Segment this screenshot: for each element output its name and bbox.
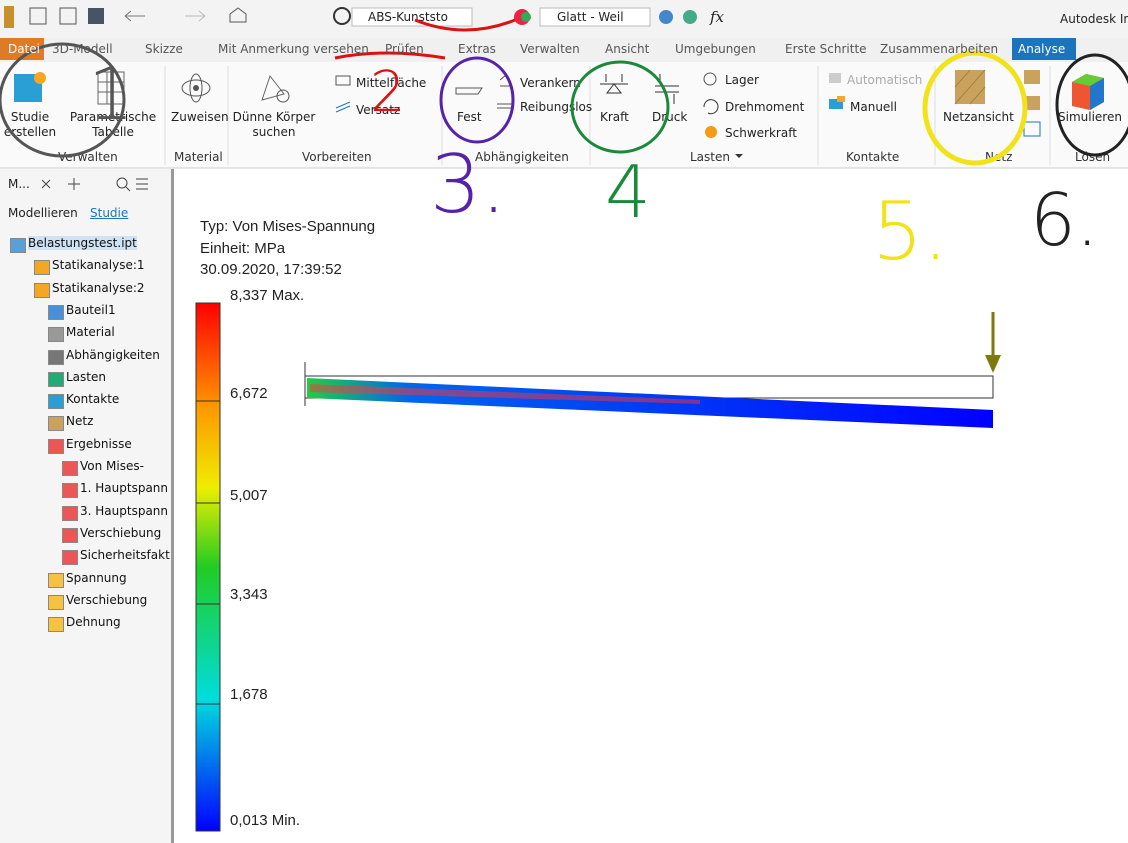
ribbon-tab[interactable]: 3D-Modell (52, 42, 113, 56)
tree-item[interactable]: Lasten (66, 370, 106, 384)
tree-item[interactable]: 1. Hauptspann (80, 481, 168, 495)
legend-label: 3,343 (230, 586, 268, 603)
tree-item[interactable]: Belastungstest.ipt (28, 236, 137, 250)
tree-item[interactable]: Statikanalyse:2 (52, 281, 145, 295)
tree-item[interactable]: Abhängigkeiten (66, 348, 160, 362)
tree-item[interactable]: 3. Hauptspann (80, 504, 168, 518)
viewport-graphics (0, 0, 1128, 843)
legend-label: 0,013 Min. (230, 812, 300, 829)
tree-item[interactable]: Sicherheitsfakt (80, 548, 170, 562)
tree-icon (62, 550, 78, 565)
tree-item[interactable]: Ergebnisse (66, 437, 132, 451)
ribbon-tab[interactable]: Umgebungen (675, 42, 756, 56)
tree-icon (62, 528, 78, 543)
color-bar (196, 303, 220, 831)
ribbon-tab[interactable]: Verwalten (520, 42, 580, 56)
tree-icon (48, 416, 64, 431)
ribbon-tab[interactable]: Analyse (1018, 42, 1065, 56)
tree-item[interactable]: Dehnung (66, 615, 121, 629)
tree-icon (48, 327, 64, 342)
tree-icon (62, 506, 78, 521)
tree-icon (48, 595, 64, 610)
legend-label: 5,007 (230, 487, 268, 504)
ribbon-tab[interactable]: Zusammenarbeiten (880, 42, 998, 56)
tree-icon (48, 305, 64, 320)
annotation: 2 (370, 60, 406, 125)
ribbon-tab[interactable]: Datei (8, 42, 40, 56)
tree-item[interactable]: Statikanalyse:1 (52, 258, 145, 272)
ribbon-tab[interactable]: Extras (458, 42, 496, 56)
tree-item[interactable]: Von Mises- (80, 459, 144, 473)
annotation: 1 (88, 52, 134, 136)
ribbon-tab[interactable]: Ansicht (605, 42, 649, 56)
tree-item[interactable]: Verschiebung (80, 526, 161, 540)
tree-icon (62, 483, 78, 498)
tree-icon (48, 617, 64, 632)
tree-icon (34, 283, 50, 298)
app-window: ABS-Kunststo Glatt - Weil fx Autodesk In… (0, 0, 1128, 843)
tree-icon (10, 238, 26, 253)
annotation: 4 (605, 150, 651, 234)
annotation: 6. (1030, 178, 1099, 262)
legend-label: 1,678 (230, 686, 268, 703)
tree-icon (48, 372, 64, 387)
tree-item[interactable]: Material (66, 325, 115, 339)
annotation: 3. (430, 138, 506, 231)
ribbon-tab[interactable]: Mit Anmerkung versehen (218, 42, 369, 56)
legend-label: 8,337 Max. (230, 287, 304, 304)
tree-item[interactable]: Verschiebung (66, 593, 147, 607)
tree-icon (62, 461, 78, 476)
tree-icon (34, 260, 50, 275)
ribbon-tab[interactable]: Skizze (145, 42, 183, 56)
tree-icon (48, 439, 64, 454)
tree-item[interactable]: Kontakte (66, 392, 119, 406)
legend-label: 6,672 (230, 385, 268, 402)
ribbon-tab[interactable]: Erste Schritte (785, 42, 867, 56)
tree-item[interactable]: Bauteil1 (66, 303, 116, 317)
tree-item[interactable]: Netz (66, 414, 93, 428)
tree-item[interactable]: Spannung (66, 571, 127, 585)
force-arrow (985, 355, 1001, 373)
tree-icon (48, 573, 64, 588)
tree-icon (48, 350, 64, 365)
deformed-beam (307, 378, 993, 428)
ribbon-tab[interactable]: Prüfen (385, 42, 424, 56)
annotation: 5. (872, 185, 948, 278)
tree-icon (48, 394, 64, 409)
